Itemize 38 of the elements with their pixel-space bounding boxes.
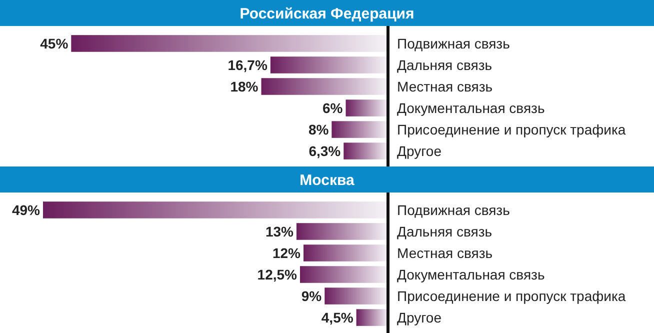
y-tick-label: Подвижная связь [397, 202, 510, 218]
y-tick-label: Дальняя связь [397, 57, 492, 74]
data-label: 12% [272, 245, 302, 262]
data-label: 9% [301, 288, 322, 304]
data-label: 49% [12, 202, 41, 218]
data-label: 12,5% [257, 266, 298, 283]
y-tick-label: Местная связь [397, 245, 493, 262]
bar [304, 244, 388, 262]
y-tick-label: Дальняя связь [397, 224, 492, 240]
bar [344, 142, 388, 160]
data-label: 13% [265, 224, 294, 240]
data-label: 8% [308, 122, 330, 138]
y-tick-label: Присоединение и пропуск трафика [397, 288, 626, 304]
y-tick-label: Другое [397, 143, 442, 160]
bar [43, 202, 388, 218]
y-tick-label: Другое [397, 310, 442, 326]
bar [346, 100, 388, 116]
data-label: 6,3% [308, 143, 342, 160]
bar [270, 56, 388, 74]
data-label: 45% [40, 36, 69, 52]
data-label: 6% [322, 100, 344, 116]
bar [296, 223, 388, 240]
y-tick-label: Присоединение и пропуск трафика [397, 122, 626, 138]
bar [356, 309, 388, 326]
y-tick-label: Подвижная связь [397, 36, 510, 52]
bar [324, 288, 388, 304]
data-label: 18% [230, 78, 259, 95]
data-label: 16,7% [228, 57, 268, 74]
y-tick-label: Документальная связь [397, 100, 545, 116]
bar [261, 78, 388, 95]
data-label: 4,5% [321, 310, 354, 326]
bar [71, 35, 388, 52]
y-tick-label: Документальная связь [397, 266, 545, 283]
bar [332, 121, 388, 138]
bar [300, 266, 388, 283]
y-tick-label: Местная связь [397, 78, 493, 95]
chart-title: Российская Федерация [240, 5, 414, 22]
chart-title: Москва [300, 172, 355, 189]
